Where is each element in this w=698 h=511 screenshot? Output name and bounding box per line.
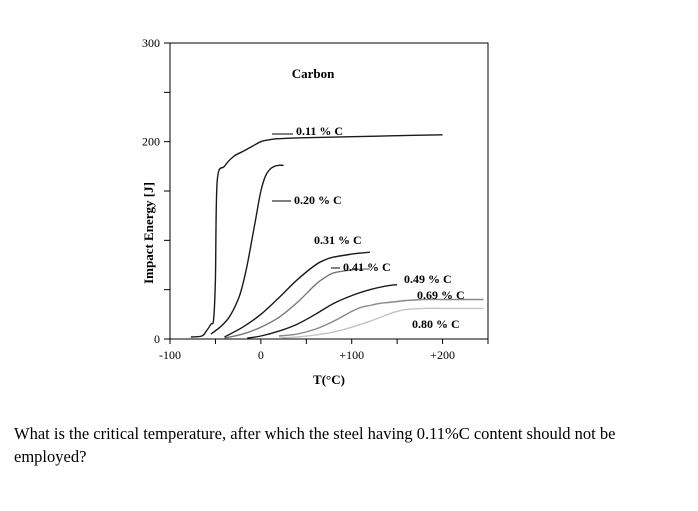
series-line-4 — [247, 284, 398, 339]
x-tick-label: -100 — [159, 348, 181, 362]
series-line-1 — [210, 164, 284, 335]
series-line-5 — [278, 298, 484, 337]
y-axis-title: Impact Energy [J] — [141, 182, 156, 284]
x-tick-label: +200 — [430, 348, 455, 362]
series-label-1: 0.20 % C — [294, 193, 342, 207]
series-lines — [190, 134, 484, 339]
question-text: What is the critical temperature, after … — [14, 424, 616, 466]
series-label-4: 0.49 % C — [404, 272, 452, 286]
y-tick-label: 200 — [142, 135, 160, 149]
series-line-3 — [224, 268, 370, 339]
series-line-0 — [190, 134, 443, 338]
x-axis-title: T(°C) — [313, 372, 345, 387]
y-tick-label: 300 — [142, 36, 160, 50]
series-label-3: 0.41 % C — [343, 260, 391, 274]
x-tick-label: 0 — [258, 348, 264, 362]
series-line-6 — [278, 307, 484, 339]
series-labels: 0.11 % C 0.20 % C 0.31 % C 0.41 % C 0.49 % C… — [272, 124, 465, 331]
series-label-6: 0.80 % C — [412, 317, 460, 331]
series-label-0: 0.11 % C — [296, 124, 343, 138]
series-label-2: 0.31 % C — [314, 233, 362, 247]
x-axis: -100 0 +100 +200 — [159, 339, 489, 362]
series-label-5: 0.69 % C — [417, 288, 465, 302]
chart-title: Carbon — [292, 66, 335, 81]
x-tick-label: +100 — [339, 348, 364, 362]
series-line-2 — [224, 251, 370, 338]
y-axis: 0 200 300 — [142, 36, 170, 346]
y-tick-label: 0 — [154, 332, 160, 346]
